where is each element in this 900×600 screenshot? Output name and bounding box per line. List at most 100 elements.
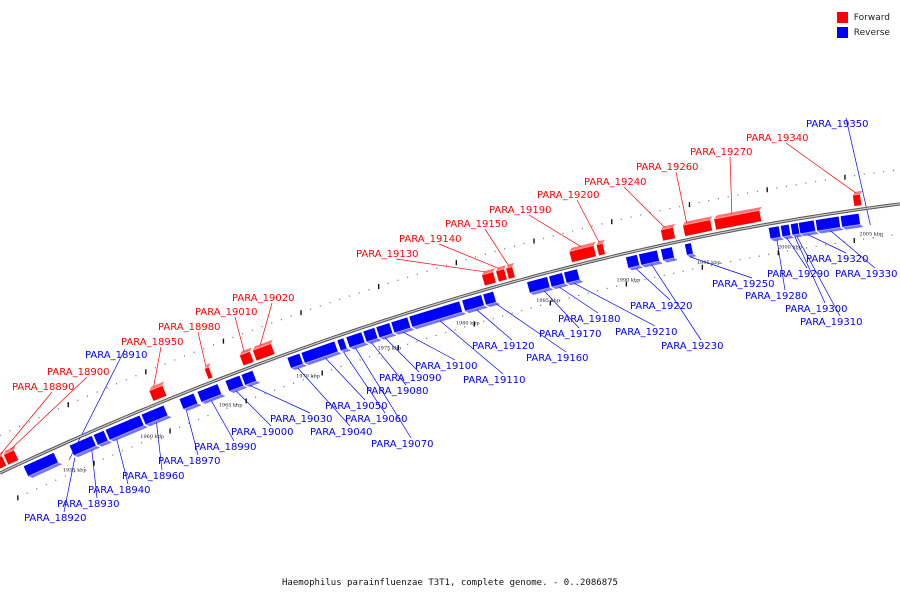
scale-dot-upper [815,180,817,183]
gene-label-PARA_19070: PARA_19070 [371,439,433,450]
gene-highlight-PARA_19170 [529,287,550,294]
gene-highlight-PARA_19210 [566,279,580,284]
gene-highlight-PARA_19180 [551,283,565,288]
gene-top-PARA_18980 [204,363,211,369]
leader-PARA_19060 [343,351,386,414]
gene-top-PARA_19260 [682,216,713,226]
scale-dot-upper [67,402,69,408]
scale-dot-lower [777,250,780,256]
gene-label-PARA_19210: PARA_19210 [615,327,677,338]
gene-label-PARA_18970: PARA_18970 [158,456,220,467]
gene-label-PARA_19270: PARA_19270 [690,147,752,158]
leader-PARA_19190 [528,214,582,247]
gene-top-PARA_19310 [792,233,803,238]
gene-top-PARA_18910 [28,462,63,478]
gene-label-PARA_19060: PARA_19060 [345,414,407,425]
gene-block-PARA_19260 [682,219,713,237]
gene-top-PARA_19270 [714,206,762,219]
gene-block-PARA_19140 [495,268,507,282]
scale-dot-upper [387,282,389,285]
scale-dot-upper [572,230,574,232]
leader-PARA_19010 [234,316,245,352]
gene-top-PARA_18940 [109,425,148,442]
scale-dot-upper [77,399,79,402]
scale-dot-lower [216,411,219,413]
gene-top-PARA_19160 [486,302,500,308]
scale-dot-upper [271,322,273,324]
gene-block-PARA_19080 [363,327,378,342]
gene-label-PARA_19150: PARA_19150 [445,219,507,230]
gene-block-PARA_19050 [301,341,338,364]
gene-label-PARA_19110: PARA_19110 [463,375,525,386]
scale-dot-lower [749,257,751,259]
leader-PARA_19320 [807,234,847,254]
gene-highlight-PARA_19260 [682,219,711,226]
gene-top-PARA_18990 [201,394,226,404]
scale-dot-lower [359,359,361,361]
gene-block-PARA_19100 [391,317,411,333]
gene-top-PARA_19170 [529,287,554,295]
gene-label-PARA_19160: PARA_19160 [526,353,588,364]
scale-dot-upper [785,185,788,187]
scale-dot-lower [787,250,789,252]
scale-dot-lower [26,492,28,494]
gene-label-PARA_18900: PARA_18900 [47,367,109,378]
scale-dot-upper [766,187,768,193]
gene-highlight-PARA_18910 [28,462,59,477]
scale-dot-lower [711,264,713,266]
scale-dot-lower [834,242,836,244]
scale-dot-lower [825,244,827,246]
gene-label-PARA_19000: PARA_19000 [231,427,293,438]
leader-PARA_19130 [395,258,486,273]
scale-dot-upper [222,338,225,344]
gene-label-PARA_19130: PARA_19130 [356,249,418,260]
scale-dot-upper [756,190,758,193]
scale-dot-lower [178,426,180,428]
scale-dot-upper [436,267,438,270]
gene-labels: PARA_18890 PARA_18900 PARA_18950 PARA_18980… [12,119,897,524]
gene-label-PARA_18990: PARA_18990 [194,442,256,453]
scale-dot-upper [310,308,312,310]
gene-top-PARA_19330 [817,227,844,234]
gene-highlight-PARA_19080 [366,337,378,343]
scale-dot-lower [426,337,428,340]
scale-dot-upper [669,207,671,210]
gene-label-PARA_19190: PARA_19190 [489,205,551,216]
axis-tick-label: 1960 kbp [140,434,164,440]
scale-dot-lower [806,247,808,249]
gene-label-PARA_19020: PARA_19020 [232,293,294,304]
gene-block-PARA_19120 [462,295,485,312]
gene-label-PARA_19350: PARA_19350 [806,119,868,130]
leader-PARA_19110 [439,320,504,375]
axis-tick-label: 1990 kbp [617,278,641,284]
gene-highlight-PARA_19110 [412,311,463,328]
scale-dot-lower [872,237,874,239]
gene-highlight-PARA_19310 [792,233,800,236]
scale-dot-lower [587,292,589,294]
scale-dot-upper [747,192,749,194]
gene-block-PARA_19190 [569,245,597,263]
gene-block-PARA_18900 [3,450,19,465]
gene-block-PARA_19230 [638,250,660,266]
scale-dot-lower [530,307,532,309]
legend-label-reverse: Reverse [853,27,890,38]
gene-top-PARA_19180 [551,283,569,290]
scale-dot-lower [644,278,646,281]
gene-top-PARA_19030 [245,381,261,387]
scale-dot-lower [74,471,76,473]
scale-dot-lower [64,475,66,477]
gene-highlight-PARA_18980 [204,366,209,370]
gene-label-PARA_19100: PARA_19100 [415,361,477,372]
scale-dot-upper [630,216,632,218]
gene-label-PARA_19260: PARA_19260 [636,162,698,173]
gene-label-PARA_18980: PARA_18980 [158,322,220,333]
scale-dot-lower [844,241,846,243]
scale-dot-upper [57,408,59,410]
scale-dot-upper [19,425,21,428]
leader-PARA_18970 [185,410,199,456]
scale-dot-upper [649,212,651,214]
scale-dot-upper [494,250,496,253]
leader-PARA_19280 [776,239,786,291]
gene-highlight-PARA_19350 [842,223,861,228]
